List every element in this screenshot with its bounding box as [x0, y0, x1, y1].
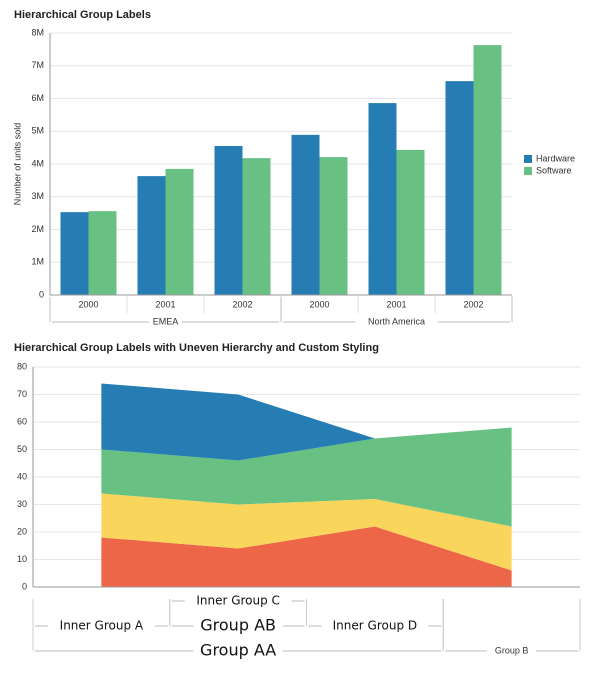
- y-tick-label: 3M: [31, 191, 44, 201]
- label-bg: [487, 644, 537, 658]
- bar: [137, 176, 166, 295]
- group-label: 2001: [155, 299, 175, 309]
- group-label: North America: [368, 316, 425, 326]
- y-tick-label: 2M: [31, 224, 44, 234]
- legend-swatch: [524, 167, 532, 175]
- group-label: 2002: [463, 299, 483, 309]
- label-bg: [226, 298, 259, 312]
- bar: [319, 157, 348, 295]
- bar: [60, 212, 89, 295]
- bar: [214, 145, 243, 295]
- bar: [473, 45, 502, 296]
- group-label: Group AB: [200, 616, 276, 635]
- y-tick-label: 40: [17, 471, 27, 481]
- group-label: Group AA: [200, 641, 276, 660]
- chart-title: Hierarchical Group Labels: [14, 9, 151, 21]
- legend-label: Hardware: [536, 153, 575, 163]
- y-axis-title: Number of units sold: [12, 123, 22, 206]
- group-label: Inner Group A: [60, 619, 144, 633]
- group-label: 2001: [386, 299, 406, 309]
- group-label: 2000: [309, 299, 329, 309]
- area: [101, 383, 512, 461]
- label-bg: [149, 298, 182, 312]
- legend-label: Software: [536, 165, 572, 175]
- bar: [291, 134, 320, 295]
- label-bg: [321, 618, 429, 634]
- label-bg: [184, 593, 292, 609]
- y-tick-label: 0: [22, 581, 27, 591]
- y-tick-label: 10: [17, 554, 27, 564]
- y-tick-label: 80: [17, 361, 27, 371]
- y-tick-label: 1M: [31, 257, 44, 267]
- area: [101, 493, 512, 571]
- label-bg: [149, 315, 182, 329]
- group-label: 2000: [78, 299, 98, 309]
- y-tick-label: 20: [17, 526, 27, 536]
- group-label: Group B: [495, 645, 529, 655]
- y-tick-label: 60: [17, 416, 27, 426]
- group-label: EMEA: [153, 316, 179, 326]
- y-tick-label: 7M: [31, 60, 44, 70]
- y-tick-label: 4M: [31, 158, 44, 168]
- group-label: Inner Group C: [196, 594, 280, 608]
- y-tick-label: 30: [17, 499, 27, 509]
- y-tick-label: 5M: [31, 126, 44, 136]
- y-tick-label: 0: [39, 289, 44, 299]
- label-bg: [193, 616, 283, 636]
- bar: [445, 81, 474, 295]
- label-bg: [48, 618, 155, 634]
- y-tick-label: 8M: [31, 27, 44, 37]
- y-tick-label: 50: [17, 444, 27, 454]
- label-bg: [72, 298, 105, 312]
- chart-title: Hierarchical Group Labels with Uneven Hi…: [14, 342, 379, 354]
- area: [101, 427, 512, 527]
- bar: [165, 168, 194, 295]
- group-label: Inner Group D: [333, 619, 417, 633]
- bar: [88, 211, 117, 295]
- y-tick-label: 6M: [31, 93, 44, 103]
- area: [101, 526, 512, 587]
- label-bg: [457, 298, 490, 312]
- label-bg: [303, 298, 336, 312]
- bar: [242, 158, 271, 295]
- y-tick-label: 70: [17, 389, 27, 399]
- bar: [396, 149, 425, 295]
- label-bg: [380, 298, 413, 312]
- group-label: 2002: [232, 299, 252, 309]
- label-bg: [355, 315, 438, 329]
- label-bg: [193, 641, 283, 661]
- bar: [368, 103, 397, 296]
- legend-swatch: [524, 155, 532, 163]
